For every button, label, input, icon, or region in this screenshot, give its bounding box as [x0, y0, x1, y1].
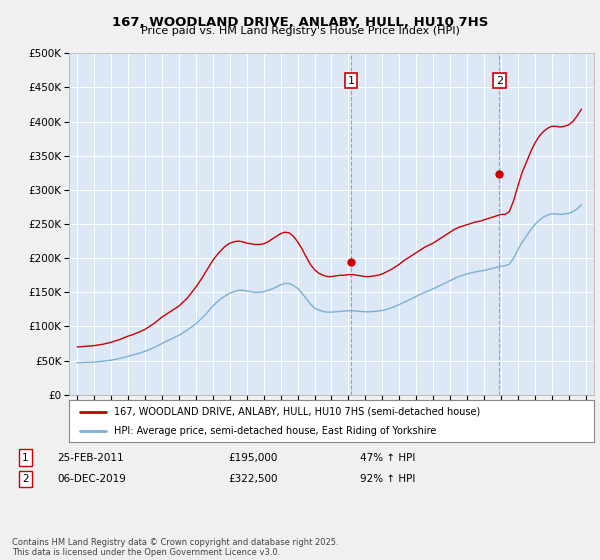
Text: 92% ↑ HPI: 92% ↑ HPI — [360, 474, 415, 484]
Text: 2: 2 — [22, 474, 29, 484]
Text: HPI: Average price, semi-detached house, East Riding of Yorkshire: HPI: Average price, semi-detached house,… — [113, 426, 436, 436]
Text: £322,500: £322,500 — [228, 474, 277, 484]
Text: Price paid vs. HM Land Registry's House Price Index (HPI): Price paid vs. HM Land Registry's House … — [140, 26, 460, 36]
Text: 25-FEB-2011: 25-FEB-2011 — [57, 452, 124, 463]
Text: 06-DEC-2019: 06-DEC-2019 — [57, 474, 126, 484]
Text: £195,000: £195,000 — [228, 452, 277, 463]
Text: 2: 2 — [496, 76, 503, 86]
Text: 167, WOODLAND DRIVE, ANLABY, HULL, HU10 7HS: 167, WOODLAND DRIVE, ANLABY, HULL, HU10 … — [112, 16, 488, 29]
Text: Contains HM Land Registry data © Crown copyright and database right 2025.
This d: Contains HM Land Registry data © Crown c… — [12, 538, 338, 557]
Text: 1: 1 — [347, 76, 355, 86]
Text: 167, WOODLAND DRIVE, ANLABY, HULL, HU10 7HS (semi-detached house): 167, WOODLAND DRIVE, ANLABY, HULL, HU10 … — [113, 407, 480, 417]
Text: 1: 1 — [22, 452, 29, 463]
Text: 47% ↑ HPI: 47% ↑ HPI — [360, 452, 415, 463]
